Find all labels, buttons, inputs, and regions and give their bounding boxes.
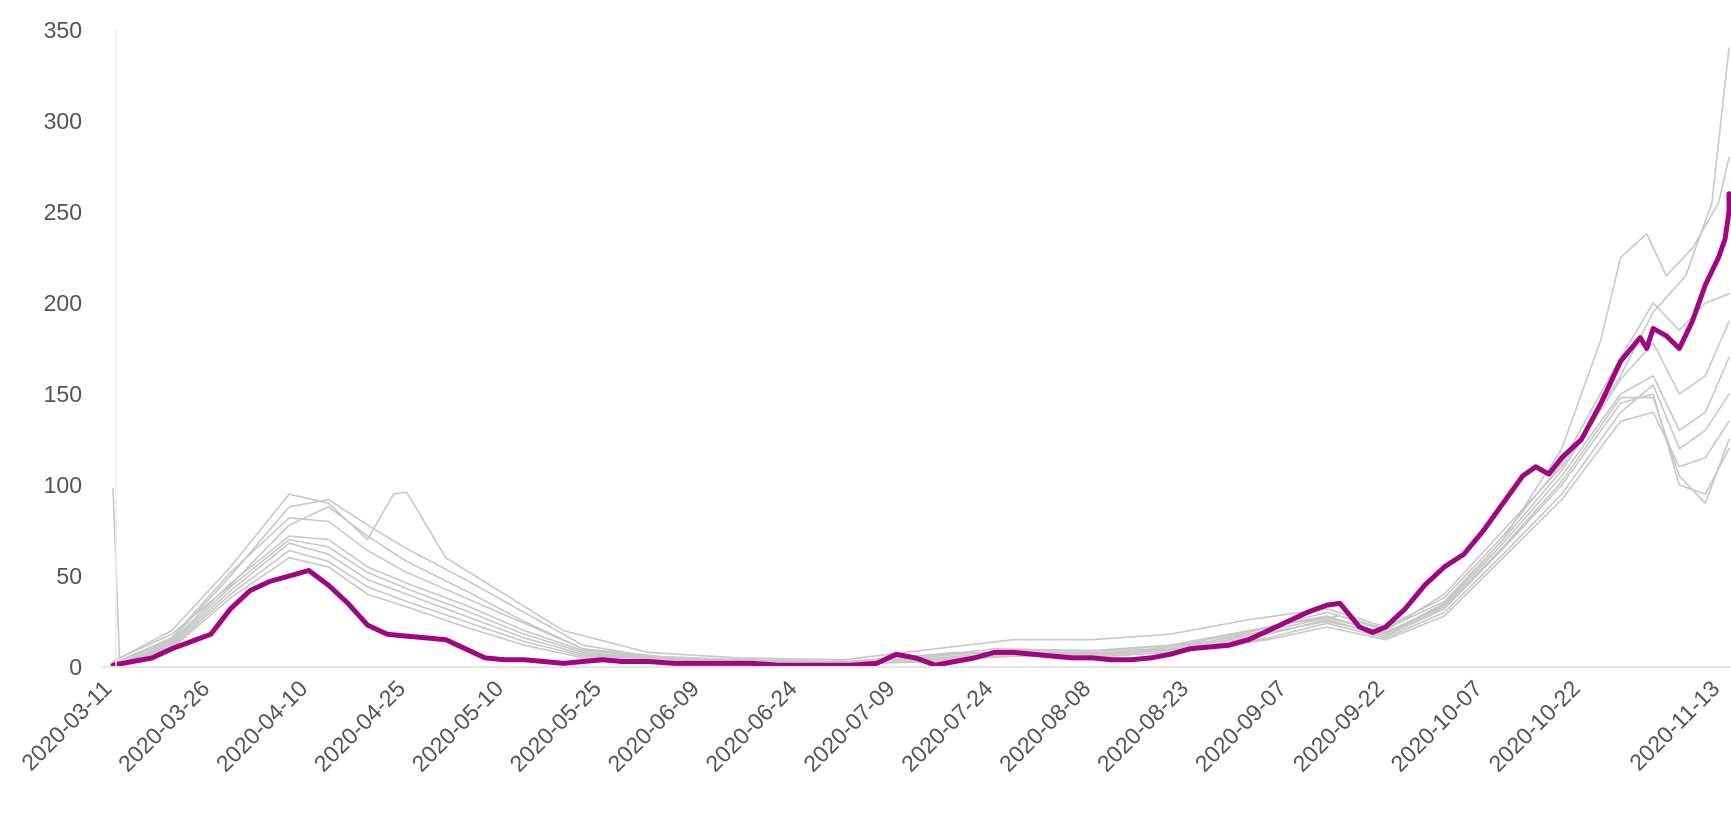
y-tick-label: 50 xyxy=(56,563,82,589)
x-tick-label: 2020-06-09 xyxy=(602,675,704,777)
y-tick-label: 200 xyxy=(44,290,82,316)
y-tick-label: 250 xyxy=(44,199,82,225)
series-layer xyxy=(110,47,1731,668)
y-tick-label: 100 xyxy=(44,472,82,498)
x-tick-label: 2020-06-24 xyxy=(700,675,802,777)
background-series-line xyxy=(112,411,1730,667)
x-tick-label: 2020-10-22 xyxy=(1483,675,1585,777)
x-tick-label: 2020-08-23 xyxy=(1092,675,1194,777)
x-tick-label: 2020-03-11 xyxy=(16,675,116,775)
x-tick-label: 2020-05-25 xyxy=(504,675,606,777)
x-tick-label: 2020-07-09 xyxy=(798,675,900,777)
highlight-series-line xyxy=(110,191,1731,668)
x-tick-label: 2020-09-22 xyxy=(1288,675,1390,777)
y-tick-label: 150 xyxy=(44,381,82,407)
x-tick-label: 2020-08-08 xyxy=(994,675,1096,777)
background-series-line xyxy=(112,356,1730,665)
x-tick-label: 2020-11-13 xyxy=(1624,675,1724,775)
x-tick-label: 2020-07-24 xyxy=(896,675,998,777)
y-tick-label: 300 xyxy=(44,108,82,134)
x-tick-label: 2020-04-10 xyxy=(211,675,313,777)
y-tick-label: 0 xyxy=(69,654,82,680)
x-tick-label: 2020-10-07 xyxy=(1385,675,1487,777)
background-series-line xyxy=(112,293,1730,663)
x-tick-label: 2020-05-10 xyxy=(407,675,509,777)
x-axis-ticks: 2020-03-112020-03-262020-04-102020-04-25… xyxy=(16,675,1724,777)
x-tick-label: 2020-04-25 xyxy=(309,675,411,777)
x-tick-label: 2020-03-26 xyxy=(113,675,215,777)
background-series-line xyxy=(112,396,1730,667)
background-series-line xyxy=(112,156,1730,665)
y-axis-ticks: 0 50 100 150 200 250 300 350 xyxy=(44,17,82,680)
y-tick-label: 350 xyxy=(44,17,82,43)
x-tick-label: 2020-09-07 xyxy=(1190,675,1292,777)
